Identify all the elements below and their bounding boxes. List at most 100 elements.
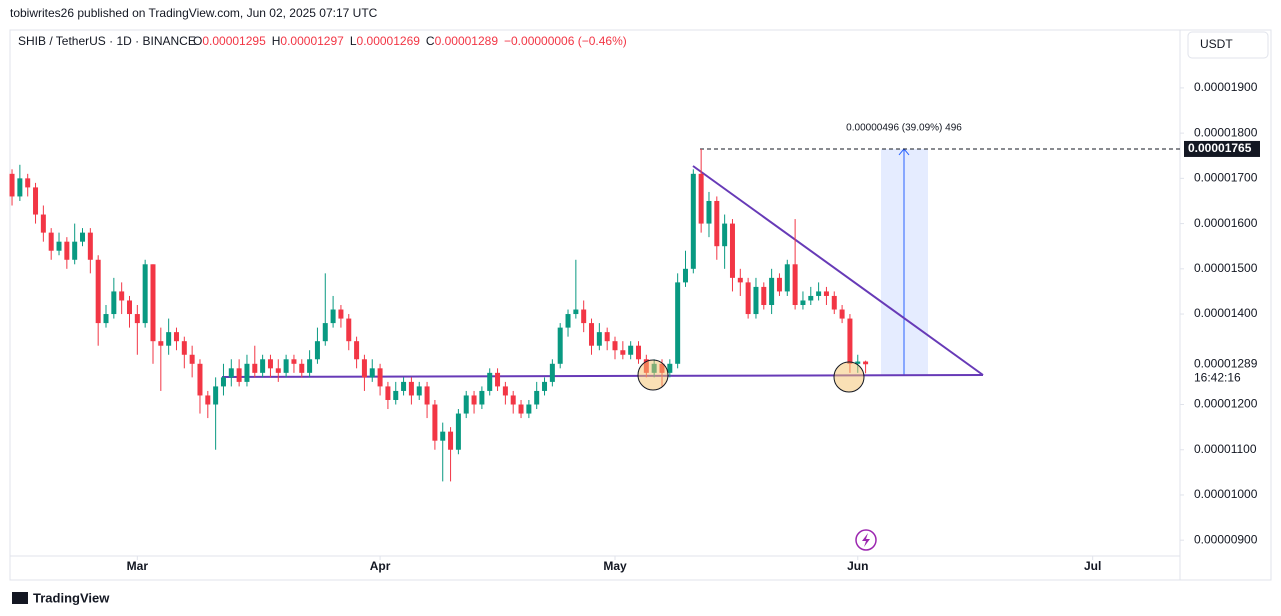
- candle-body: [72, 241, 78, 260]
- candle-body: [769, 277, 775, 305]
- candle-body: [416, 386, 422, 396]
- ohlc-value: 0.00001289: [435, 34, 499, 48]
- target-price-box: [1184, 140, 1260, 157]
- candle-body: [753, 286, 759, 315]
- candle-body: [25, 178, 31, 188]
- lightning: [862, 533, 870, 547]
- candle-body: [432, 404, 438, 441]
- candle-body: [408, 381, 414, 396]
- candle-body: [275, 368, 281, 373]
- candle-body: [737, 277, 743, 283]
- y-tick-label: 0.00001400: [1194, 306, 1258, 320]
- candle-body: [448, 431, 454, 450]
- currency-button[interactable]: [1187, 31, 1269, 59]
- candle-body: [369, 368, 375, 378]
- candle-body: [134, 314, 140, 324]
- countdown: 16:42:16: [1194, 370, 1241, 384]
- candle-body: [573, 309, 579, 315]
- candle-body: [56, 241, 62, 251]
- candle-body: [557, 327, 563, 364]
- candle-body: [628, 345, 634, 355]
- y-tick-label: 0.00001500: [1194, 261, 1258, 275]
- candle-body: [706, 200, 712, 224]
- candle-body: [181, 341, 187, 355]
- candle-body: [103, 314, 109, 324]
- candle-body: [518, 404, 524, 414]
- x-tick-label: Mar: [127, 559, 149, 573]
- x-tick-label: Jun: [847, 559, 868, 573]
- candle-body: [393, 390, 399, 400]
- ohlc-value: 0.00001269: [357, 34, 421, 48]
- candle-body: [385, 386, 391, 400]
- candle-body: [220, 377, 226, 387]
- ohlc-key: L: [350, 34, 357, 48]
- candle-body: [839, 309, 845, 319]
- candle-body: [542, 381, 548, 391]
- candle-body: [401, 381, 407, 391]
- candle-body: [361, 359, 367, 378]
- support-line: [221, 374, 984, 378]
- candle-body: [612, 341, 618, 351]
- ohlc-legend: O 0.00001295 H 0.00001297 L 0.00001269 C 0.0000…: [193, 34, 627, 48]
- plot: 0.00000496 (39.09%) 496: [9, 123, 1180, 482]
- target-price-label: 0.00001765: [1188, 141, 1252, 155]
- candle-body: [158, 341, 164, 346]
- ohlc-value: 0.00001295: [202, 34, 266, 48]
- candle-body: [377, 368, 383, 387]
- candle-body: [502, 386, 508, 396]
- ohlc-key: H: [272, 34, 281, 48]
- events-icon[interactable]: [855, 529, 877, 551]
- candle-body: [260, 359, 266, 373]
- x-tick-label: Jul: [1084, 559, 1101, 573]
- candle-body: [322, 323, 328, 342]
- y-tick-label: 0.00001900: [1194, 80, 1258, 94]
- candle-body: [440, 431, 446, 441]
- candle-body: [283, 359, 289, 373]
- candle-body: [119, 291, 125, 301]
- candle-body: [690, 173, 696, 269]
- candle-body: [761, 286, 767, 305]
- y-tick-label: 0.00001100: [1194, 442, 1257, 456]
- candle-body: [565, 314, 571, 328]
- y-tick-label: 0.00000900: [1194, 532, 1258, 546]
- candle-body: [604, 332, 610, 342]
- last-price-box: [1184, 356, 1260, 387]
- candle-body: [714, 200, 720, 247]
- candle-body: [698, 173, 704, 224]
- candle-body: [487, 372, 493, 391]
- candle-body: [111, 291, 117, 315]
- candle-body: [784, 264, 790, 292]
- candle-body: [729, 223, 735, 278]
- candle-body: [48, 232, 54, 251]
- candle-body: [636, 345, 642, 360]
- candle-body: [471, 395, 477, 405]
- candle-body: [338, 309, 344, 319]
- candle-body: [675, 282, 681, 364]
- y-tick-label: 0.00001800: [1194, 125, 1258, 139]
- candle-body: [479, 390, 485, 405]
- candle-body: [299, 363, 305, 373]
- candle-body: [228, 368, 234, 378]
- candle-body: [9, 173, 15, 197]
- candle-body: [455, 413, 461, 450]
- candle-body: [80, 232, 86, 242]
- brand: TradingView: [33, 590, 110, 605]
- candle-body: [291, 359, 297, 364]
- candle-body: [823, 291, 829, 296]
- candle-body: [197, 363, 203, 396]
- candle-body: [831, 295, 837, 310]
- candle-body: [620, 350, 626, 355]
- currency[interactable]: USDT: [1200, 37, 1233, 51]
- candle-body: [510, 395, 516, 405]
- candle-body: [33, 187, 39, 215]
- candle-body: [173, 332, 179, 342]
- ohlc-value: 0.00001297: [280, 34, 344, 48]
- candle-body: [855, 361, 861, 364]
- candle-body: [589, 323, 595, 346]
- candle-body: [816, 291, 822, 296]
- measure-label: 0.00000496 (39.09%) 496: [846, 123, 962, 134]
- candle-body: [213, 386, 219, 405]
- candle-body: [776, 277, 782, 292]
- symbol: SHIB / TetherUS · 1D · BINANCE: [18, 34, 196, 48]
